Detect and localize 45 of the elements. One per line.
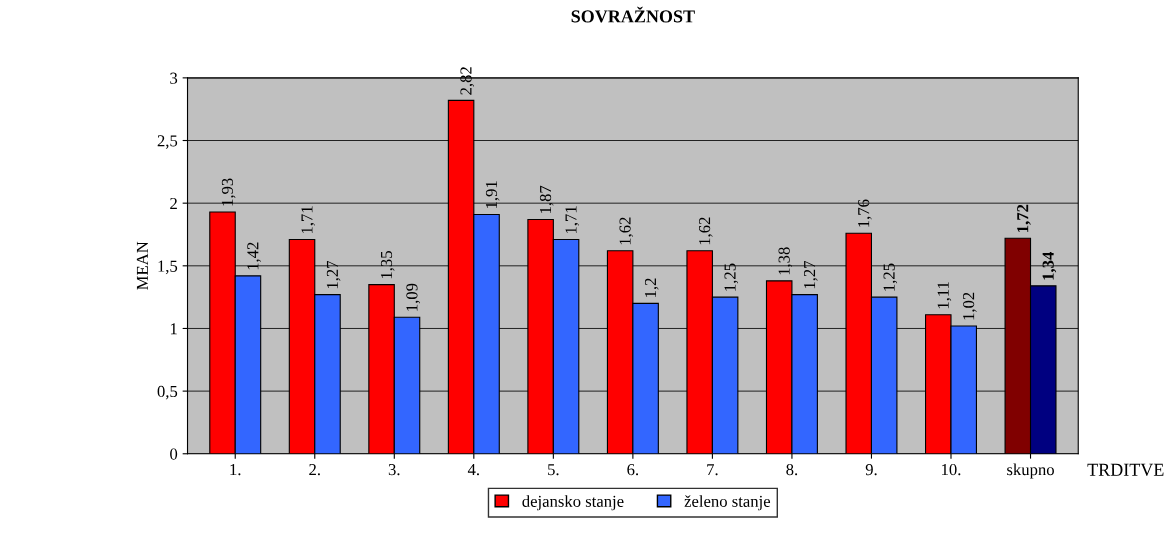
data-label: 1,11 — [937, 282, 952, 309]
data-label: 1,71 — [565, 206, 580, 234]
x-tick-label: skupno — [1007, 463, 1054, 479]
x-tick-label: 4. — [467, 464, 479, 476]
y-tick-label: 1,5 — [158, 260, 178, 275]
data-label: 2,82 — [460, 67, 475, 95]
data-label: 1,76 — [858, 199, 872, 227]
data-label: 1,72 — [1017, 204, 1031, 232]
data-label: 1,38 — [778, 247, 793, 275]
x-tick-label: 9. — [865, 464, 877, 476]
y-tick-label: 2 — [170, 197, 177, 209]
data-label: 1,87 — [539, 185, 554, 213]
x-tick-label: 8. — [786, 463, 798, 476]
chart-title: SOVRAŽNOST — [571, 6, 695, 23]
legend-label: želeno stanje — [684, 495, 771, 511]
legend-label: dejansko stanje — [522, 495, 624, 511]
x-tick-label: 5. — [548, 464, 559, 476]
x-tick-label: 10. — [942, 463, 961, 476]
data-label: 1,42 — [247, 242, 261, 270]
data-label: 1,27 — [804, 260, 818, 289]
x-tick-label: 2. — [309, 464, 320, 476]
data-label: 1,35 — [380, 251, 395, 279]
y-tick-label: 2,5 — [157, 135, 178, 149]
y-tick-label: 3 — [170, 72, 178, 84]
y-tick-label: 0 — [170, 448, 178, 460]
data-label: 1,62 — [699, 217, 713, 245]
y-tick-label: 1 — [170, 323, 177, 335]
data-label: 1,34 — [1042, 251, 1057, 280]
data-label: 1,09 — [406, 283, 420, 311]
data-label: 1,2 — [644, 278, 659, 297]
data-label: 1,25 — [883, 263, 898, 291]
x-tick-label: 6. — [627, 464, 639, 476]
x-tick-label: 7. — [707, 464, 718, 476]
data-label: 1,91 — [485, 181, 500, 208]
data-label: 1,71 — [301, 206, 315, 234]
data-label: 1,02 — [963, 292, 977, 320]
y-tick-label: 0,5 — [157, 385, 178, 400]
data-label: 1,93 — [221, 178, 236, 206]
y-axis-title: MEAN — [136, 241, 148, 290]
data-label: 1,62 — [619, 217, 634, 245]
data-label: 1,25 — [724, 263, 739, 291]
x-axis-title: TRDITVE — [1087, 463, 1164, 476]
x-tick-label: 1. — [230, 464, 241, 476]
data-label: 1,27 — [326, 260, 341, 289]
x-tick-label: 3. — [388, 464, 400, 476]
